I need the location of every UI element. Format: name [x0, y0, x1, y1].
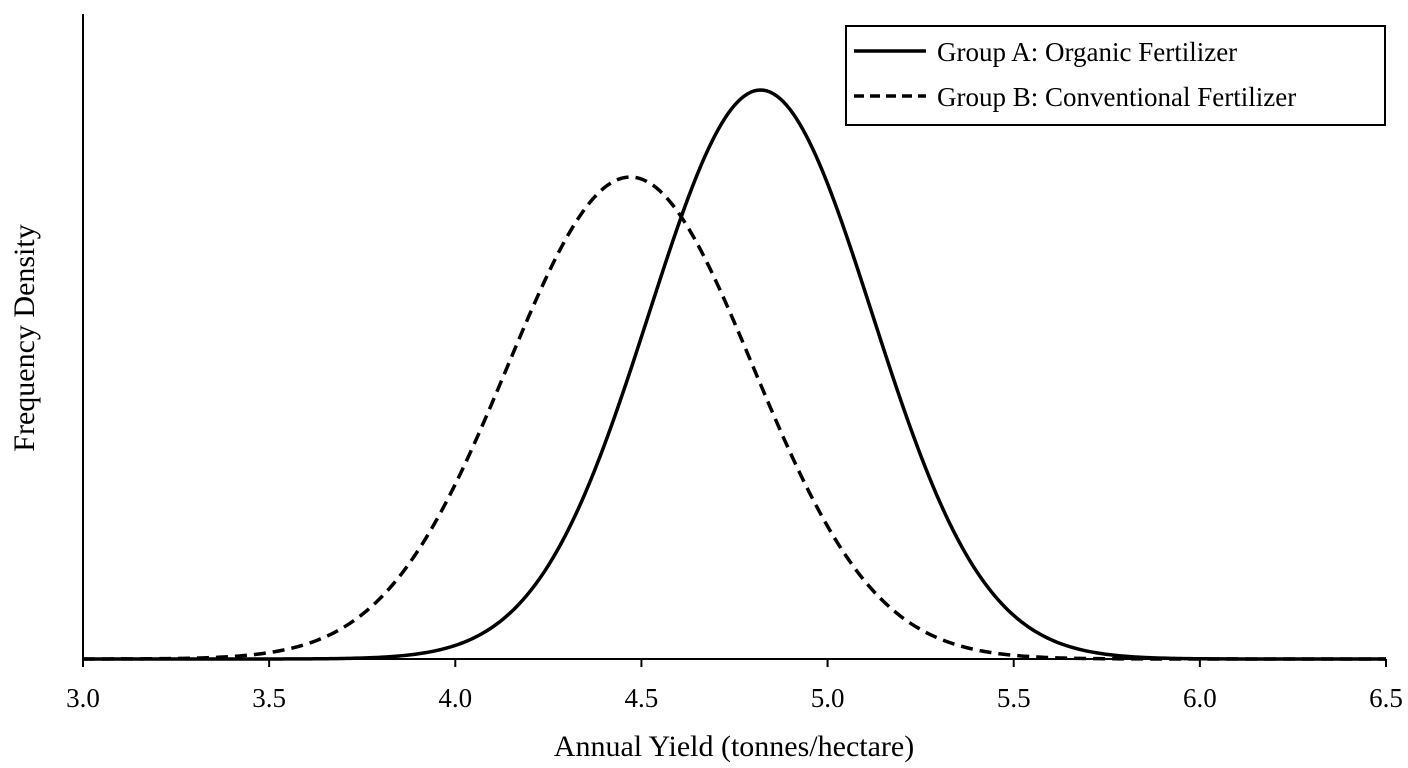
- legend: Group A: Organic Fertilizer Group B: Con…: [845, 25, 1386, 126]
- x-tick-label: 5.0: [811, 683, 845, 713]
- legend-label-group-b: Group B: Conventional Fertilizer: [937, 82, 1296, 112]
- legend-box: [845, 25, 1386, 126]
- x-axis-title: Annual Yield (tonnes/hectare): [554, 730, 914, 763]
- x-ticks: 3.0 3.5 4.0 4.5 5.0 5.5 6.0 6.5: [66, 659, 1403, 713]
- x-tick-label: 6.5: [1369, 683, 1403, 713]
- x-tick-label: 3.5: [252, 683, 286, 713]
- x-tick-label: 4.5: [625, 683, 659, 713]
- y-axis-title: Frequency Density: [8, 224, 41, 451]
- series-line-group-a: [83, 88, 1386, 661]
- x-tick-label: 3.0: [66, 683, 100, 713]
- series-line-group-b: [82, 175, 1386, 661]
- x-tick-label: 4.0: [438, 683, 472, 713]
- x-tick-label: 5.5: [997, 683, 1031, 713]
- x-tick-label: 6.0: [1183, 683, 1217, 713]
- series-layer: [82, 88, 1386, 661]
- legend-label-group-a: Group A: Organic Fertilizer: [937, 37, 1237, 67]
